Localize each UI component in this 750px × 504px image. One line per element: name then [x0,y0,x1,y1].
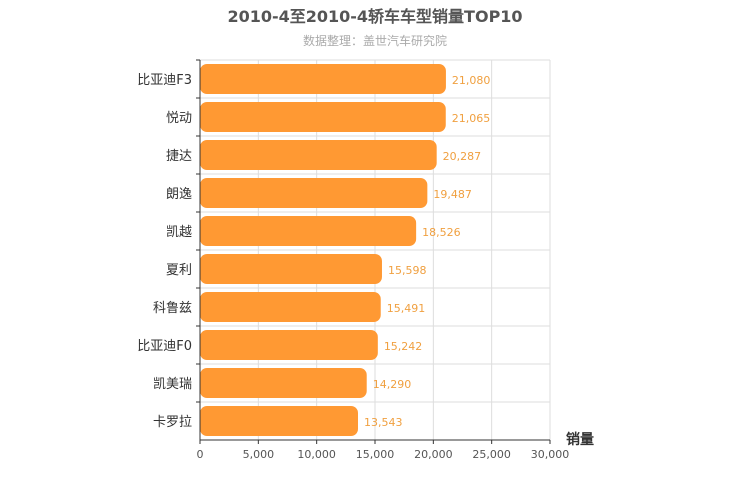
value-label: 21,080 [452,74,491,87]
chart-title: 2010-4至2010-4轿车车型销量TOP10 [227,7,522,26]
value-label: 19,487 [433,188,472,201]
category-label: 捷达 [166,149,192,164]
chart-subtitle: 数据整理：盖世汽车研究院 [303,33,447,48]
bar [200,406,359,436]
bar-layer: 21,080 21,065 20,287 19,487 18,526 15,598 15,4… [200,64,490,436]
value-label: 18,526 [422,226,461,239]
x-axis-title: 销量 [566,431,594,448]
bar [200,292,381,322]
x-tick-label: 25,000 [472,448,511,461]
bar [200,216,417,246]
x-tick-label: 15,000 [356,448,395,461]
x-tick-label: 0 [197,448,204,461]
value-label: 15,491 [387,302,426,315]
category-label: 悦动 [166,111,192,126]
bar [200,178,428,208]
bar [200,102,446,132]
value-label: 13,543 [364,416,403,429]
x-tick-label: 30,000 [531,448,570,461]
category-label: 卡罗拉 [153,415,192,430]
category-label: 凯美瑞 [153,377,192,392]
value-label: 14,290 [373,378,412,391]
category-label: 凯越 [166,225,192,240]
bar [200,254,382,284]
value-label: 21,065 [452,112,491,125]
bar [200,330,378,360]
value-label: 15,242 [384,340,423,353]
category-label: 夏利 [166,263,192,278]
bar [200,368,367,398]
category-label: 比亚迪F0 [137,339,192,354]
value-label: 15,598 [388,264,427,277]
category-label: 朗逸 [166,187,192,202]
bar [200,64,446,94]
bar [200,140,437,170]
value-label: 20,287 [443,150,482,163]
x-tick-label: 5,000 [243,448,275,461]
x-tick-label: 10,000 [297,448,336,461]
x-tick-label: 20,000 [414,448,453,461]
category-label: 科鲁兹 [153,301,192,316]
category-label: 比亚迪F3 [137,73,192,88]
